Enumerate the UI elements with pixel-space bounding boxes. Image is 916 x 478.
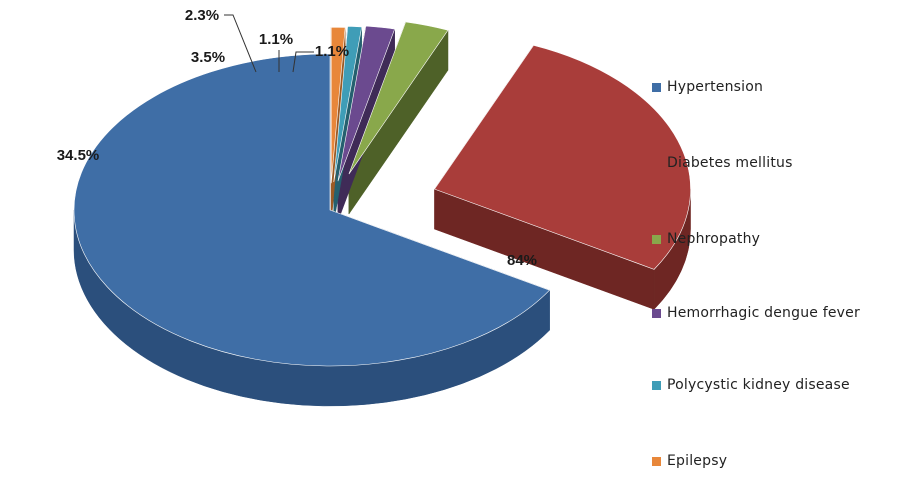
legend-item-epilepsy: Epilepsy	[652, 450, 727, 472]
leader-line-epilepsy	[292, 51, 314, 73]
legend-label: Hemorrhagic dengue fever	[667, 305, 860, 321]
legend-label: Epilepsy	[667, 453, 728, 469]
legend-swatch	[652, 234, 661, 244]
legend-label: Diabetes mellitus	[667, 155, 793, 171]
legend-item-nephropathy: Nephropathy	[652, 228, 760, 250]
legend-label: Hypertension	[667, 79, 764, 95]
legend-swatch	[652, 158, 661, 168]
legend-swatch	[652, 308, 661, 318]
leader-lines	[224, 14, 314, 73]
data-label-hypertension: 84%	[507, 252, 537, 269]
data-labels: 84% 34.5% 3.5% 2.3% 1.1% 1.1%	[57, 7, 537, 269]
pie-slice-tops	[73, 21, 691, 367]
slice-polycystic-kidney-disease	[333, 25, 363, 183]
data-label-nephropathy: 3.5%	[191, 49, 225, 66]
legend-swatch	[652, 456, 661, 466]
slice-nephropathy	[348, 21, 449, 175]
legend-label: Polycystic kidney disease	[667, 377, 850, 393]
legend-swatch	[652, 380, 661, 390]
legend-item-hemorrhagic-dengue-fever: Hemorrhagic dengue fever	[652, 302, 860, 324]
legend-item-hypertension: Hypertension	[652, 76, 763, 98]
data-label-diabetes-mellitus: 34.5%	[57, 147, 100, 164]
slice-hypertension	[73, 53, 551, 367]
leader-line-hemorrhagic-dengue-fever	[224, 14, 257, 73]
legend-label: Nephropathy	[667, 231, 761, 247]
data-label-hemorrhagic-dengue-fever: 2.3%	[185, 7, 219, 24]
slice-epilepsy	[330, 26, 346, 184]
legend-item-polycystic-kidney-disease: Polycystic kidney disease	[652, 374, 850, 396]
legend-item-diabetes-mellitus: Diabetes mellitus	[652, 152, 793, 174]
slice-hemorrhagic-dengue-fever	[337, 25, 396, 182]
data-label-epilepsy: 1.1%	[315, 43, 349, 60]
legend-swatch	[652, 82, 661, 92]
slice-diabetes-mellitus	[434, 44, 691, 270]
data-label-polycystic-kidney-disease: 1.1%	[259, 31, 293, 48]
